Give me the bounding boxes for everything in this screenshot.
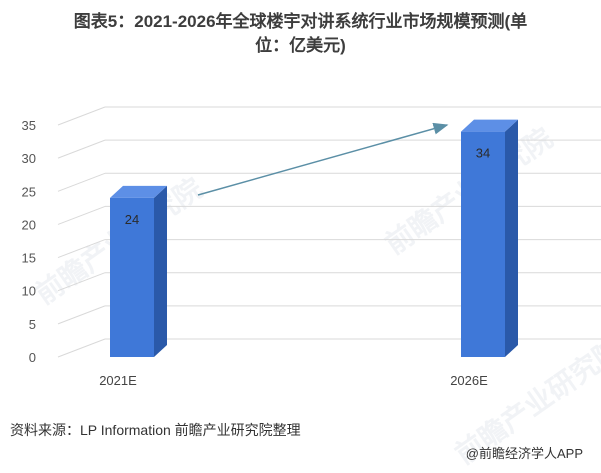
bar-top bbox=[110, 185, 167, 198]
y-tick-label: 15 bbox=[22, 251, 36, 266]
trend-arrow bbox=[197, 122, 449, 196]
y-tick-label: 0 bbox=[29, 350, 36, 365]
data-label: 24 bbox=[125, 212, 139, 227]
grid-line-side bbox=[57, 239, 106, 259]
source-note: 资料来源：LP Information 前瞻产业研究院整理 bbox=[10, 422, 301, 438]
grid-line-side bbox=[57, 205, 106, 225]
grid-line-side bbox=[57, 139, 106, 159]
chart-title-line-2: 位：亿美元) bbox=[255, 36, 346, 55]
y-tick-label: 10 bbox=[22, 284, 36, 299]
chart-title: 图表5：2021-2026年全球楼宇对讲系统行业市场规模预测(单 位：亿美元) bbox=[0, 10, 601, 58]
bar-top bbox=[461, 119, 518, 132]
bar bbox=[461, 131, 505, 357]
grid-line-side bbox=[57, 305, 106, 325]
y-tick-label: 35 bbox=[22, 118, 36, 133]
bar bbox=[110, 197, 154, 357]
bar-side bbox=[154, 185, 167, 357]
grid-line-side bbox=[57, 272, 106, 292]
x-tick-label: 2021E bbox=[99, 373, 137, 388]
x-tick-label: 2026E bbox=[450, 373, 488, 388]
credit-note: @前瞻经济学人APP bbox=[465, 446, 583, 461]
bar-side bbox=[505, 119, 518, 357]
y-tick-label: 20 bbox=[22, 217, 36, 232]
y-tick-label: 5 bbox=[29, 317, 36, 332]
chart-title-line-1: 图表5：2021-2026年全球楼宇对讲系统行业市场规模预测(单 bbox=[73, 12, 528, 31]
data-label: 34 bbox=[476, 146, 490, 161]
grid-line-side bbox=[57, 338, 106, 358]
grid-line-side bbox=[57, 172, 106, 192]
grid-line-side bbox=[57, 106, 106, 126]
bar-chart: 0 5 10 15 20 25 30 35 24 2021E 34 2026E bbox=[22, 106, 601, 388]
y-tick-label: 30 bbox=[22, 151, 36, 166]
y-tick-label: 25 bbox=[22, 184, 36, 199]
